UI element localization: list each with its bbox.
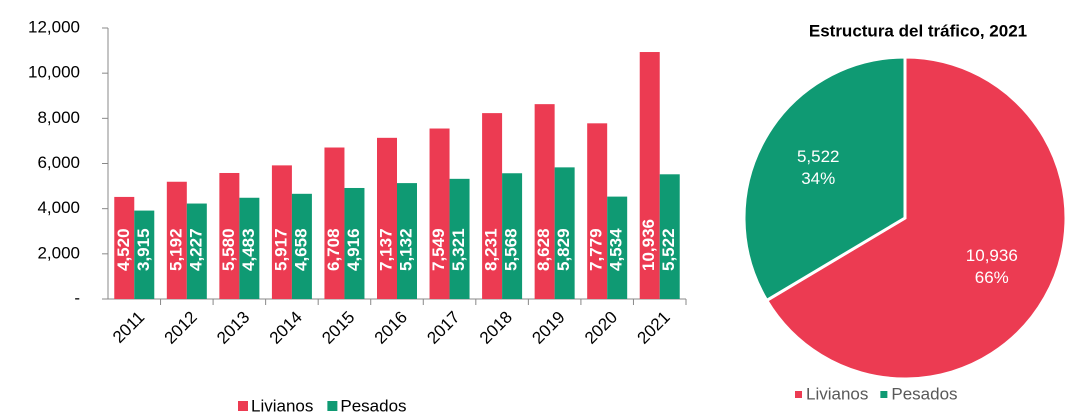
bar	[482, 113, 503, 300]
bar	[271, 165, 292, 299]
bar-value-label: 4,520	[114, 228, 133, 271]
bar-value-label: 5,829	[554, 228, 573, 271]
y-tick-label: -	[74, 288, 80, 307]
legend-label: Livianos	[806, 384, 868, 403]
bar-value-label: 10,936	[639, 219, 658, 271]
bar-value-label: 5,917	[271, 228, 290, 271]
y-tick-label: 12,000	[28, 17, 80, 36]
x-tick-label: 2015	[318, 308, 358, 348]
bar	[166, 181, 187, 299]
bar-value-label: 7,137	[376, 228, 395, 271]
pie-title: Estructura del tráfico, 2021	[809, 21, 1027, 40]
x-tick-label: 2017	[423, 308, 463, 348]
bar	[429, 128, 450, 299]
bar-value-label: 4,483	[239, 228, 258, 271]
legend-label: Pesados	[891, 384, 957, 403]
x-tick-label: 2014	[266, 308, 306, 348]
y-tick-label: 6,000	[37, 153, 80, 172]
bar	[291, 193, 312, 299]
bar	[219, 172, 240, 299]
bar-value-label: 8,628	[534, 228, 553, 271]
bar	[607, 196, 628, 299]
y-tick-label: 2,000	[37, 243, 80, 262]
bar-value-label: 3,915	[134, 228, 153, 271]
bar-value-label: 6,708	[324, 228, 343, 271]
x-tick-label: 2019	[528, 308, 568, 348]
bar	[239, 197, 260, 299]
bar	[449, 178, 470, 299]
bar	[659, 174, 680, 299]
bar	[554, 167, 575, 299]
legend-swatch	[327, 401, 338, 411]
bar-value-label: 5,522	[659, 228, 678, 271]
x-tick-label: 2012	[161, 308, 201, 348]
bar-value-label: 4,534	[607, 228, 626, 271]
legend-swatch	[880, 391, 888, 398]
bar-value-label: 5,580	[219, 228, 238, 271]
bar	[534, 104, 555, 299]
x-tick-label: 2020	[581, 308, 621, 348]
bar-value-label: 5,132	[396, 228, 415, 271]
slice-value-label: 10,936	[966, 246, 1018, 265]
x-tick-label: 2018	[476, 308, 516, 348]
legend-swatch	[795, 391, 802, 398]
legend-label: Livianos	[251, 396, 313, 415]
x-tick-label: 2011	[109, 308, 148, 347]
bar	[324, 147, 345, 299]
bar-value-label: 7,549	[429, 228, 448, 271]
y-tick-label: 8,000	[37, 108, 80, 127]
bar	[397, 183, 417, 299]
bar-value-label: 4,916	[344, 228, 363, 271]
bar	[134, 210, 155, 299]
bar-value-label: 5,568	[502, 228, 521, 271]
x-tick-label: 2016	[371, 308, 411, 348]
legend-swatch	[238, 401, 248, 411]
slice-percent-label: 34%	[801, 169, 835, 188]
slice-value-label: 5,522	[797, 147, 840, 166]
slice-percent-label: 66%	[975, 268, 1009, 287]
bar	[587, 123, 608, 299]
bar-value-label: 7,779	[587, 228, 606, 271]
bar	[344, 187, 365, 299]
bar	[186, 203, 207, 299]
y-tick-label: 4,000	[37, 198, 80, 217]
pie-slice	[742, 55, 907, 303]
legend-label: Pesados	[340, 396, 406, 415]
pie-slice	[764, 55, 1068, 381]
x-tick-label: 2013	[213, 308, 253, 348]
bar	[502, 173, 523, 299]
y-tick-label: 10,000	[28, 63, 80, 82]
bar	[639, 52, 660, 299]
bar-value-label: 4,227	[186, 228, 205, 271]
x-tick-label: 2021	[634, 308, 674, 348]
bar-value-label: 8,231	[482, 228, 501, 271]
bar-value-label: 5,321	[449, 228, 468, 271]
bar-value-label: 5,192	[166, 228, 185, 271]
bar	[114, 196, 135, 299]
bar-value-label: 4,658	[291, 228, 310, 271]
bar	[377, 137, 397, 299]
